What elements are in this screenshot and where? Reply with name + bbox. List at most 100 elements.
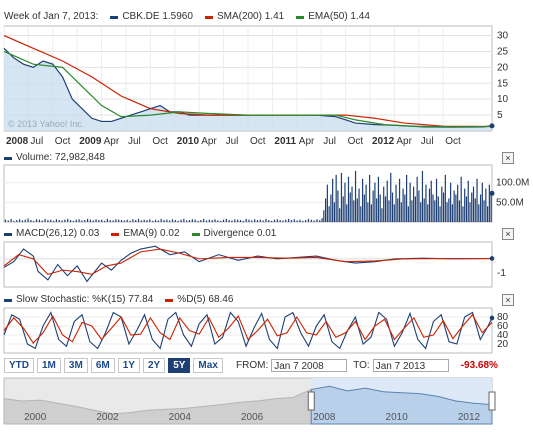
volume-bar <box>7 220 9 222</box>
volume-bar <box>293 219 295 222</box>
volume-bar <box>478 204 480 222</box>
volume-bar <box>123 220 125 222</box>
volume-bar <box>393 204 395 222</box>
volume-bar <box>211 220 213 222</box>
stoch-close-button[interactable]: × <box>502 294 514 306</box>
volume-bar <box>356 198 358 222</box>
volume-bar <box>437 196 439 222</box>
range-button-6m[interactable]: 6M <box>90 357 115 373</box>
volume-bar <box>89 219 91 222</box>
volume-bar <box>397 198 399 222</box>
price-y-tick: 15 <box>497 78 509 89</box>
macd-close-button[interactable]: × <box>502 228 514 240</box>
volume-bar <box>33 220 35 222</box>
volume-bar <box>342 196 344 222</box>
stoch-k-legend: Slow Stochastic: %K(15) 77.84 <box>4 293 153 307</box>
volume-bar <box>58 220 60 222</box>
volume-bar <box>363 194 365 222</box>
volume-bar <box>446 202 448 222</box>
volume-bar <box>413 186 415 222</box>
range-button-max[interactable]: Max <box>193 357 223 373</box>
volume-bar <box>157 220 159 222</box>
range-button-1m[interactable]: 1M <box>37 357 61 373</box>
volume-bar <box>146 220 148 222</box>
from-date-input[interactable]: Jan 7 2008 <box>271 358 348 372</box>
volume-bar <box>367 202 369 222</box>
percent-change: -93.68% <box>460 359 498 371</box>
price-swatch <box>110 15 119 19</box>
volume-bar <box>135 220 137 222</box>
volume-bar <box>214 219 216 222</box>
volume-bar <box>409 182 411 222</box>
range-button-3m[interactable]: 3M <box>63 357 88 373</box>
macd-ema-legend: EMA(9) 0.02 <box>111 227 180 241</box>
range-button-ytd[interactable]: YTD <box>4 357 34 373</box>
volume-swatch <box>4 156 12 160</box>
volume-bar <box>340 172 343 222</box>
price-x-tick: 2011 <box>274 136 296 147</box>
volume-bar <box>444 174 446 222</box>
volume-bar <box>177 220 179 222</box>
volume-bar <box>268 220 270 222</box>
volume-bar <box>237 219 239 222</box>
volume-bar <box>458 200 461 222</box>
stoch-y-tick: 20 <box>497 339 509 350</box>
navigator-left-handle[interactable] <box>307 391 315 411</box>
volume-bar <box>24 219 26 222</box>
volume-bar <box>273 219 276 222</box>
navigator-x-tick: 2010 <box>386 412 409 423</box>
volume-bar <box>4 219 7 222</box>
ema-swatch <box>296 15 305 19</box>
range-button-1y[interactable]: 1Y <box>117 357 140 373</box>
watermark: © 2013 Yahoo! Inc. <box>8 119 84 129</box>
volume-bar <box>427 204 429 222</box>
price-x-tick: Apr <box>299 136 315 147</box>
volume-close-button[interactable]: × <box>502 152 514 164</box>
stoch-line-0 <box>3 311 493 350</box>
volume-bar <box>435 178 438 222</box>
volume-bar <box>476 178 478 222</box>
volume-bar <box>256 220 259 222</box>
volume-bar <box>388 200 390 222</box>
volume-bar <box>262 220 264 222</box>
volume-bar <box>67 218 69 222</box>
volume-bar <box>115 219 117 222</box>
volume-bar <box>471 192 473 222</box>
range-button-5y[interactable]: 5Y <box>168 357 191 373</box>
volume-bar <box>106 218 108 222</box>
volume-bar <box>406 174 408 222</box>
volume-bar <box>372 190 374 222</box>
volume-bar <box>339 208 341 222</box>
navigator-right-handle[interactable] <box>488 391 496 411</box>
volume-bar <box>465 196 468 222</box>
range-button-2y[interactable]: 2Y <box>142 357 166 373</box>
volume-bar <box>118 219 120 222</box>
volume-bar <box>160 218 162 222</box>
stoch-y-tick: 40 <box>497 330 509 341</box>
volume-bar <box>360 206 362 222</box>
range-selector: YTD 1M 3M 6M 1Y 2Y 5Y Max <box>4 357 226 373</box>
volume-bar <box>285 219 287 222</box>
navigator-x-tick: 2008 <box>313 412 336 423</box>
macd-plot: -1 <box>3 245 506 283</box>
volume-bar <box>152 220 154 222</box>
volume-bar <box>335 174 337 222</box>
volume-bar <box>242 220 244 222</box>
volume-bar <box>279 220 281 222</box>
volume-bar <box>448 198 450 222</box>
volume-bar <box>30 220 32 222</box>
volume-bar <box>442 192 445 222</box>
volume-bar <box>84 220 86 222</box>
volume-bar <box>423 198 425 222</box>
volume-bar <box>163 220 165 222</box>
volume-bar <box>50 219 52 222</box>
sma-label: SMA(200) 1.41 <box>216 11 285 22</box>
volume-plot: 100.0M 50.0M <box>4 170 529 222</box>
volume-bar <box>349 192 351 222</box>
volume-bar <box>407 206 409 222</box>
to-date-input[interactable]: Jan 7 2013 <box>372 358 449 372</box>
volume-bar <box>326 184 328 222</box>
volume-bar <box>384 196 387 222</box>
macd-ema-swatch <box>111 232 120 236</box>
